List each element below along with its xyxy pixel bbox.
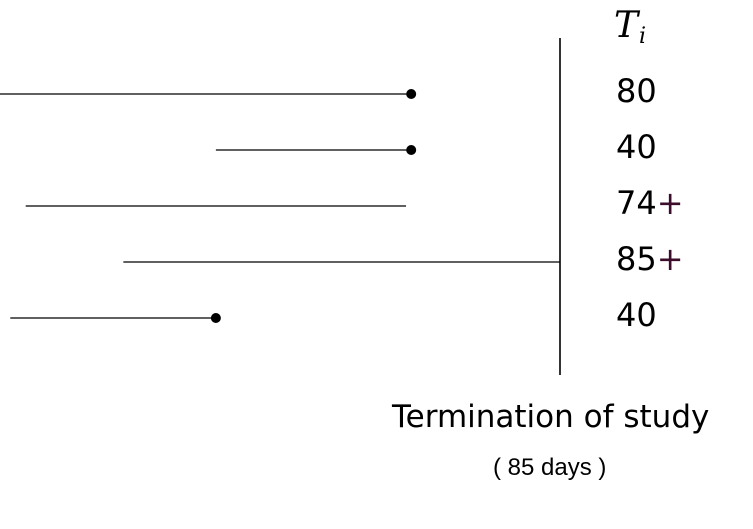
time-value: 40 [616,296,657,334]
termination-duration: ( 85 days ) [493,454,607,481]
header-subscript: i [639,24,647,49]
termination-caption: Termination of study [392,399,710,435]
censor-mark: + [656,184,684,222]
header-symbol: T [614,5,639,46]
time-value: 40 [616,128,657,166]
time-label: 40 [616,127,657,167]
time-variable-header: Ti [614,4,646,59]
event-dot [406,145,417,155]
time-label: 40 [616,295,657,335]
event-dot [406,89,417,99]
subject-lines [0,89,561,323]
censor-mark: + [656,240,684,278]
time-value: 85 [616,240,657,278]
time-label: 85+ [616,239,684,279]
time-value: 74 [616,184,657,222]
time-label: 74+ [616,183,684,223]
time-value: 80 [616,72,657,110]
event-dot [210,313,221,323]
time-label: 80 [616,71,657,111]
